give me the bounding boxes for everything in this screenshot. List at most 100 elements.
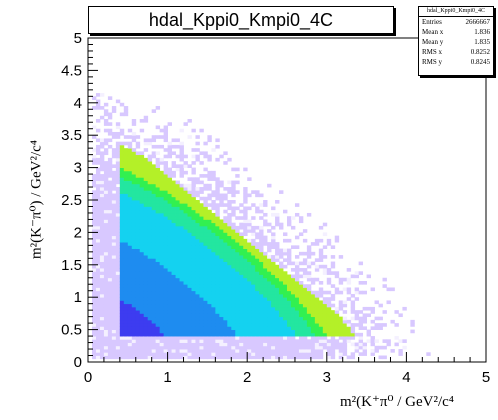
heat-cell xyxy=(159,251,165,256)
heat-cell xyxy=(151,242,157,246)
heat-cell xyxy=(358,310,364,314)
heat-cell xyxy=(155,183,161,188)
heat-cell xyxy=(95,212,101,217)
heat-cell xyxy=(298,300,304,305)
heat-cell xyxy=(155,135,161,139)
heat-cell xyxy=(191,268,196,272)
heat-cell xyxy=(247,345,252,350)
heat-cell xyxy=(191,277,196,282)
heat-cell xyxy=(151,212,157,217)
heat-cell xyxy=(95,190,101,194)
heat-cell xyxy=(175,329,180,334)
heat-cell xyxy=(227,303,232,308)
heat-cell xyxy=(195,303,200,308)
heat-cell xyxy=(239,300,244,305)
heat-cell xyxy=(251,293,256,298)
heat-cell xyxy=(115,174,121,178)
heat-cell xyxy=(207,277,212,282)
heat-cell xyxy=(231,339,236,343)
heat-cell xyxy=(322,264,328,269)
heat-cell xyxy=(131,323,137,327)
heat-cell xyxy=(294,303,300,308)
heat-cell xyxy=(103,329,109,334)
heat-cell xyxy=(287,349,292,353)
heat-cell xyxy=(159,271,165,275)
heat-cell xyxy=(107,200,113,204)
heat-cell xyxy=(175,193,180,198)
heat-cell xyxy=(95,329,101,334)
heat-cell xyxy=(127,345,133,350)
heat-cell xyxy=(151,187,157,191)
heat-cell xyxy=(115,190,121,194)
heat-cell xyxy=(119,148,125,152)
heat-cell xyxy=(251,264,256,269)
heat-cell xyxy=(99,316,105,321)
heat-cell xyxy=(155,281,161,285)
heat-cell xyxy=(203,329,208,334)
heat-cell xyxy=(263,306,268,311)
heat-cell xyxy=(187,293,192,298)
heat-cell xyxy=(267,268,272,272)
heat-cell xyxy=(115,203,121,207)
heat-cell xyxy=(215,336,220,340)
heat-cell xyxy=(131,352,137,356)
heat-cell xyxy=(171,209,176,214)
heat-cell xyxy=(334,319,340,324)
heat-cell xyxy=(127,167,133,172)
heat-cell xyxy=(115,151,121,156)
heat-cell xyxy=(247,222,252,227)
heat-cell xyxy=(143,319,149,324)
heat-cell xyxy=(259,342,264,347)
heat-cell xyxy=(318,313,324,318)
heat-cell xyxy=(91,180,97,185)
heat-cell xyxy=(163,125,168,130)
heat-cell xyxy=(227,245,232,249)
heat-cell xyxy=(103,225,109,230)
heat-cell xyxy=(95,264,101,269)
heat-cell xyxy=(243,274,248,279)
heat-cell xyxy=(227,290,232,295)
heat-cell xyxy=(159,342,165,347)
heat-cell xyxy=(243,258,248,262)
heat-cell xyxy=(171,310,176,314)
heat-cell xyxy=(163,177,168,181)
heat-cell xyxy=(255,349,260,353)
heat-cell xyxy=(191,281,196,285)
heat-cell xyxy=(287,293,292,298)
heat-cell xyxy=(127,342,133,347)
heat-cell xyxy=(302,271,308,275)
heat-cell xyxy=(310,310,316,314)
heat-cell xyxy=(127,332,133,337)
heat-cell xyxy=(227,187,232,191)
heat-cell xyxy=(151,203,157,207)
heat-cell xyxy=(231,229,236,233)
heat-cell xyxy=(199,229,204,233)
heat-cell xyxy=(263,352,268,356)
heat-cell xyxy=(215,212,220,217)
heat-cell xyxy=(115,99,121,104)
heat-cell xyxy=(139,212,145,217)
heat-cell xyxy=(179,238,184,243)
heat-cell xyxy=(131,225,137,230)
heat-cell xyxy=(227,212,232,217)
heat-cell xyxy=(239,313,244,318)
heat-cell xyxy=(179,206,184,211)
heat-cell xyxy=(167,209,172,214)
heat-cell xyxy=(163,229,168,233)
heat-cell xyxy=(219,290,224,295)
heat-cell xyxy=(95,332,101,337)
heat-cell xyxy=(215,300,220,305)
heat-cell xyxy=(290,245,296,249)
heat-cell xyxy=(99,300,105,305)
heat-cell xyxy=(326,313,332,318)
heat-cell xyxy=(91,235,97,240)
heat-cell xyxy=(163,339,168,343)
heat-cell xyxy=(251,251,256,256)
heat-cell xyxy=(167,122,172,126)
heat-cell xyxy=(131,332,137,337)
heat-cell xyxy=(139,232,145,237)
heat-cell xyxy=(119,174,125,178)
heat-cell xyxy=(155,193,161,198)
heat-cell xyxy=(147,352,153,356)
heat-cell xyxy=(95,148,101,152)
